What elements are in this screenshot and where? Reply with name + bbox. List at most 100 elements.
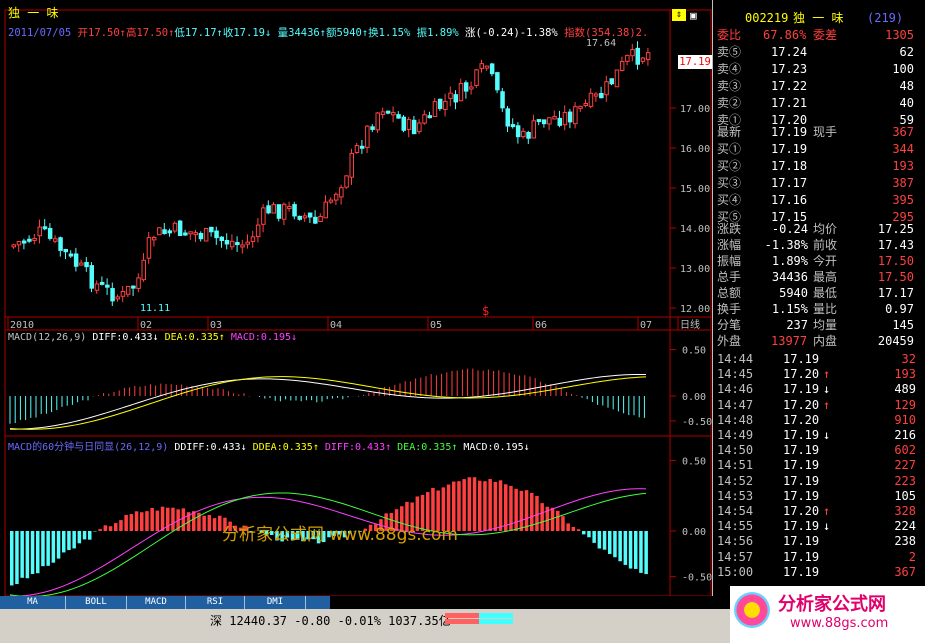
stat-label: 涨跌 xyxy=(717,222,742,236)
window-icon[interactable]: ▣ xyxy=(690,9,697,22)
tick-row: 14:45 17.20 ↑ 193 xyxy=(713,366,925,383)
tick-vol: 367 xyxy=(894,564,916,579)
candle-body xyxy=(328,199,334,203)
scroll-down-icon[interactable]: ⇕ xyxy=(672,9,686,21)
tick-vol: 193 xyxy=(894,367,916,382)
candle-body xyxy=(359,145,365,149)
tab-dmi[interactable]: DMI xyxy=(245,596,306,609)
tab-rsi[interactable]: RSI xyxy=(186,596,245,609)
candle-body xyxy=(229,240,235,248)
candle-body xyxy=(583,103,588,107)
macd-bar xyxy=(431,487,435,531)
macd-bar xyxy=(160,506,165,531)
chart-area[interactable]: 17.00 16.00 15.00 14.00 13.00 12.00 2010 02 03 0… xyxy=(0,0,712,597)
candle-body xyxy=(458,83,464,102)
price-tick-label: 14.00 xyxy=(680,224,710,235)
stat-label: 换手 xyxy=(717,302,742,316)
chart-canvas[interactable]: 17.00 16.00 15.00 14.00 13.00 12.00 2010 02 03 0… xyxy=(0,0,712,597)
macd60-ddiff: DDIFF:0.433↓ xyxy=(174,442,247,453)
candle-body xyxy=(339,187,344,198)
candle-body xyxy=(302,215,308,219)
tick-vol: 238 xyxy=(894,534,916,549)
quote-turnover: 换1.15% xyxy=(368,27,411,39)
macd-bar xyxy=(56,531,61,559)
candle-body xyxy=(224,239,230,245)
tick-time: 14:51 xyxy=(717,458,754,473)
buy-label: 买③ xyxy=(717,176,742,190)
macd-bar xyxy=(290,531,295,540)
tick-price: 17.19 xyxy=(783,443,820,458)
macd-bar xyxy=(192,511,196,531)
macd-bar xyxy=(30,531,35,574)
macd-bar xyxy=(493,481,498,531)
macd-line xyxy=(9,488,647,597)
candle-body xyxy=(141,259,146,281)
macd-bar xyxy=(223,517,227,531)
sell-label: 卖④ xyxy=(717,62,742,76)
candle-body xyxy=(32,237,37,241)
stat-value: 1.15% xyxy=(771,302,808,316)
candle-body xyxy=(58,237,63,251)
tick-price: 17.19 xyxy=(783,534,820,549)
macd-bar xyxy=(275,531,279,541)
tick-price: 17.19 xyxy=(783,549,820,564)
macd-bar xyxy=(82,531,87,540)
stat-value2: 17.43 xyxy=(877,238,914,252)
macd-bar xyxy=(228,521,232,531)
stat-label2: 今开 xyxy=(813,254,838,268)
candle-body xyxy=(521,130,526,138)
candle-body xyxy=(37,226,42,237)
inner-value: 20459 xyxy=(877,334,914,348)
tick-arrow: ↑ xyxy=(823,504,831,518)
time-tick-label: 06 xyxy=(535,320,547,331)
macd-bar xyxy=(51,531,56,563)
indicator-tabs: MA BOLL MACD RSI DMI xyxy=(0,596,330,609)
tick-row: 14:54 17.20 ↑ 328 xyxy=(713,503,925,520)
macd60-legend: MACD的60分钟与日同显(26,12,9) DDIFF:0.433↓ DDEA… xyxy=(8,438,530,453)
tick-price: 17.19 xyxy=(783,473,820,488)
stat-label: 总额 xyxy=(717,286,742,300)
macd-bar xyxy=(384,513,388,531)
candle-body xyxy=(79,262,84,266)
latest-price: 17.19 xyxy=(771,125,808,139)
quote-open: 开17.50↑ xyxy=(77,27,126,39)
tab-boll[interactable]: BOLL xyxy=(66,596,127,609)
candle-body xyxy=(469,86,474,90)
tick-vol: 105 xyxy=(894,488,916,503)
macd-bar xyxy=(457,481,461,531)
candle-body xyxy=(105,284,110,288)
tick-row: 14:57 17.19 2 xyxy=(713,549,925,566)
candle-body xyxy=(47,227,53,239)
tab-macd[interactable]: MACD xyxy=(127,596,186,609)
stock-code-row: 002219 独 一 味 (219) xyxy=(713,10,925,27)
macd-bar xyxy=(238,527,243,531)
tick-row: 14:46 17.19 ↓ 489 xyxy=(713,381,925,398)
macd-bar xyxy=(452,481,456,531)
stat-value: 1.89% xyxy=(771,254,808,268)
tab-ma[interactable]: MA xyxy=(0,596,66,609)
candle-body xyxy=(11,244,16,248)
dividend-icon[interactable]: $ xyxy=(482,304,490,318)
candle-body xyxy=(526,131,531,139)
tick-row: 14:50 17.19 602 xyxy=(713,442,925,459)
quote-low: 低17.17↑ xyxy=(174,27,223,39)
price-tick-label: 13.00 xyxy=(680,264,710,275)
macd60-title: MACD的60分钟与日同显(26,12,9) xyxy=(8,442,169,453)
candle-body xyxy=(489,63,495,75)
macd-bar xyxy=(233,525,238,531)
macd-diff: DIFF:0.433↓ xyxy=(92,332,159,343)
macd-bar xyxy=(400,506,404,531)
candle-body xyxy=(115,296,120,300)
price-tick-label: 17.00 xyxy=(680,104,710,115)
candle-body xyxy=(349,152,354,178)
candle-body xyxy=(614,69,620,88)
candle-body xyxy=(203,227,209,242)
stat-row: 总手 34436 最高 17.50 xyxy=(713,269,925,286)
quote-amount: 额5940↑ xyxy=(326,27,369,39)
stat-row: 涨幅 -1.38% 前收 17.43 xyxy=(713,237,925,254)
candle-body xyxy=(125,285,131,295)
time-tick-label: 05 xyxy=(430,320,442,331)
buy-price: 17.16 xyxy=(771,193,808,207)
index-ticker: 深 12440.37 -0.80 -0.01% 1037.35亿 xyxy=(210,614,451,628)
buy-vol: 295 xyxy=(892,210,914,224)
